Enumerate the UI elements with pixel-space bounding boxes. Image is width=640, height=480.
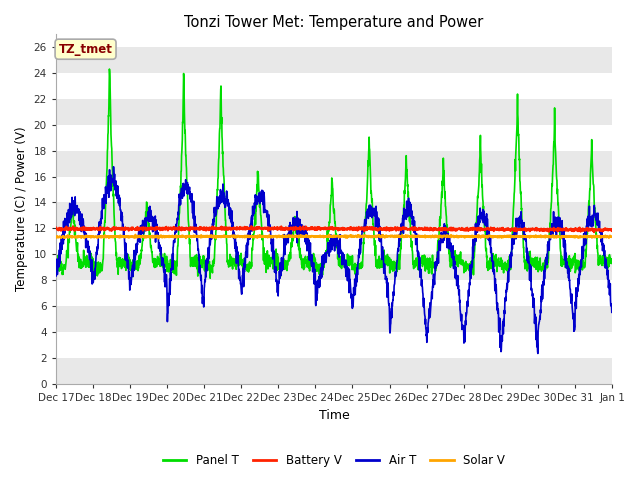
Bar: [56, 47, 612, 73]
Battery V: [52, 225, 60, 230]
Panel T: [496, 262, 504, 267]
Bar: [56, 254, 612, 280]
Battery V: [350, 226, 358, 231]
Panel T: [363, 200, 371, 206]
Bar: [56, 306, 612, 332]
Line: Battery V: Battery V: [56, 226, 612, 232]
Air T: [534, 350, 541, 356]
Solar V: [325, 232, 333, 238]
Panel T: [206, 276, 214, 281]
Line: Solar V: Solar V: [56, 235, 612, 239]
Bar: [56, 203, 612, 228]
Solar V: [496, 233, 504, 239]
Panel T: [207, 266, 215, 272]
Line: Air T: Air T: [56, 167, 612, 353]
Solar V: [559, 234, 567, 240]
Battery V: [362, 224, 370, 230]
Solar V: [608, 234, 616, 240]
Air T: [608, 301, 616, 307]
Bar: [56, 151, 612, 177]
Battery V: [608, 228, 616, 233]
Battery V: [559, 228, 567, 233]
Text: TZ_tmet: TZ_tmet: [59, 43, 113, 56]
Battery V: [247, 223, 255, 229]
Air T: [362, 217, 370, 223]
Air T: [109, 164, 117, 169]
Solar V: [154, 236, 162, 241]
Title: Tonzi Tower Met: Temperature and Power: Tonzi Tower Met: Temperature and Power: [184, 15, 484, 30]
Air T: [52, 272, 60, 278]
Panel T: [351, 265, 358, 271]
Solar V: [351, 234, 358, 240]
Air T: [350, 288, 358, 294]
Bar: [56, 358, 612, 384]
Bar: [56, 99, 612, 125]
Air T: [575, 272, 582, 277]
Air T: [559, 237, 567, 243]
Panel T: [575, 267, 582, 273]
Air T: [207, 230, 215, 236]
X-axis label: Time: Time: [319, 408, 349, 421]
Battery V: [590, 229, 598, 235]
Solar V: [207, 233, 215, 239]
Legend: Panel T, Battery V, Air T, Solar V: Panel T, Battery V, Air T, Solar V: [158, 449, 510, 472]
Solar V: [575, 234, 582, 240]
Panel T: [559, 261, 567, 266]
Y-axis label: Temperature (C) / Power (V): Temperature (C) / Power (V): [15, 127, 28, 291]
Air T: [496, 315, 504, 321]
Panel T: [608, 261, 616, 266]
Panel T: [106, 66, 113, 72]
Solar V: [52, 234, 60, 240]
Line: Panel T: Panel T: [56, 69, 612, 278]
Battery V: [575, 227, 582, 233]
Battery V: [207, 225, 215, 230]
Solar V: [363, 233, 371, 239]
Panel T: [52, 262, 60, 268]
Battery V: [496, 226, 504, 231]
